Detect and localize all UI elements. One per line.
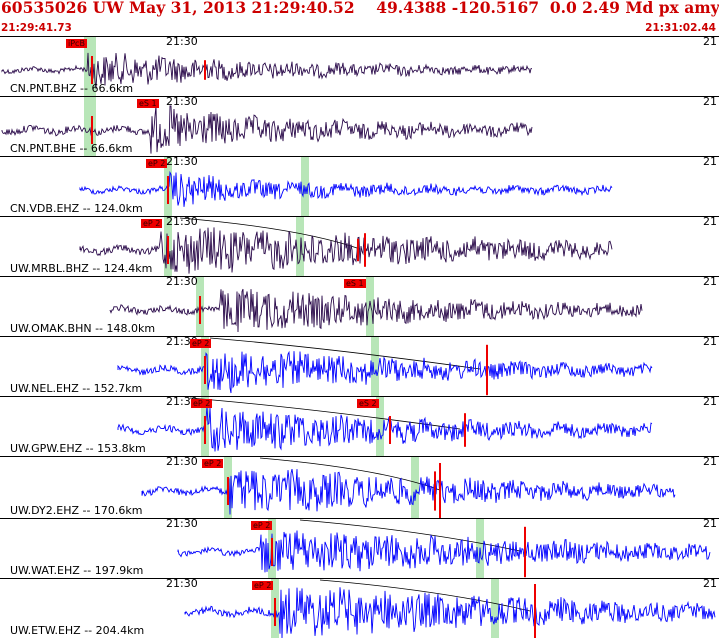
- phase-pick-label[interactable]: eS 1: [344, 279, 366, 288]
- phase-pick-label[interactable]: eS 2: [357, 399, 379, 408]
- trace-stack: 21:30 21 iPcB CN.PNT.BHZ -- 66.6km 21:30 21 eS…: [0, 35, 719, 638]
- end-time: 21:31:02.44: [645, 22, 716, 34]
- waveform-plot: [0, 578, 719, 638]
- event-title: 60535026 UW May 31, 2013 21:29:40.52 49.…: [1, 0, 719, 17]
- time-tick-label: 21:30: [166, 155, 198, 168]
- time-tick-label-right: 21: [703, 95, 717, 108]
- trace-panel[interactable]: 21:30 21 eP 2 UW.WAT.EHZ -- 197.9km: [0, 517, 719, 578]
- seismogram-trace: [141, 468, 676, 515]
- time-tick-label-right: 21: [703, 455, 717, 468]
- station-label: CN.PNT.BHE -- 66.6km: [10, 142, 133, 155]
- station-label: UW.MRBL.BHZ -- 124.4km: [10, 262, 153, 275]
- station-label: UW.DY2.EHZ -- 170.6km: [10, 504, 143, 517]
- time-tick-label-right: 21: [703, 275, 717, 288]
- seismogram-trace: [117, 350, 653, 394]
- phase-marker-band: [411, 456, 419, 518]
- trace-panel[interactable]: 21:30 21 iPcB CN.PNT.BHZ -- 66.6km: [0, 35, 719, 96]
- seismogram-trace: [117, 405, 653, 452]
- station-label: CN.PNT.BHZ -- 66.6km: [10, 82, 134, 95]
- phase-marker-band: [491, 578, 499, 638]
- seismogram-trace: [79, 170, 613, 207]
- trace-panel[interactable]: 21:30 21 eP 2 UW.NEL.EHZ -- 152.7km: [0, 335, 719, 396]
- waveform-plot: [0, 456, 719, 519]
- time-tick-label: 21:30: [166, 577, 198, 590]
- time-tick-label: 21:30: [166, 455, 198, 468]
- station-label: UW.OMAK.BHN -- 148.0km: [10, 322, 156, 335]
- waveform-plot: [0, 156, 719, 216]
- trace-panel[interactable]: 21:30 21 eS 1 CN.PNT.BHE -- 66.6km: [0, 95, 719, 156]
- event-header: 60535026 UW May 31, 2013 21:29:40.52 49.…: [0, 0, 719, 36]
- phase-pick-label[interactable]: eP 2: [190, 339, 212, 348]
- phase-marker-band: [84, 36, 92, 96]
- waveform-plot: [0, 36, 719, 96]
- time-tick-label: 21:30: [166, 517, 198, 530]
- travel-time-curve: [209, 337, 481, 370]
- trace-panel[interactable]: 21:30 21 eP 2 eS 2 UW.GPW.EHZ -- 153.8km: [0, 395, 719, 456]
- waveform-plot: [0, 276, 719, 336]
- time-tick-label-right: 21: [703, 335, 717, 348]
- station-label: UW.WAT.EHZ -- 197.9km: [10, 564, 144, 577]
- time-tick-label-right: 21: [703, 395, 717, 408]
- waveform-plot: [0, 96, 719, 156]
- waveform-plot: [0, 336, 719, 396]
- seismogram-trace: [1, 52, 533, 89]
- phase-pick-label[interactable]: eP 2: [202, 459, 224, 468]
- travel-time-curve: [319, 579, 531, 612]
- trace-panel[interactable]: 21:30 21 eP 2 UW.ETW.EHZ -- 204.4km: [0, 577, 719, 638]
- phase-pick-label[interactable]: eP 2: [146, 159, 168, 168]
- trace-panel[interactable]: 21:30 21 eS 1 UW.OMAK.BHN -- 148.0km: [0, 275, 719, 336]
- station-label: UW.NEL.EHZ -- 152.7km: [10, 382, 143, 395]
- time-tick-label-right: 21: [703, 577, 717, 590]
- time-tick-label: 21:30: [166, 275, 198, 288]
- time-tick-label: 21:30: [166, 95, 198, 108]
- time-tick-label: 21:30: [166, 35, 198, 48]
- time-tick-label: 21:30: [166, 335, 198, 348]
- time-tick-label-right: 21: [703, 517, 717, 530]
- seismogram-trace: [79, 227, 613, 274]
- phase-pick-label[interactable]: eS 1: [137, 99, 159, 108]
- station-label: UW.GPW.EHZ -- 153.8km: [10, 442, 146, 455]
- phase-pick-label[interactable]: eP 2: [252, 581, 274, 590]
- trace-panel[interactable]: 21:30 21 eP 2 UW.MRBL.BHZ -- 124.4km: [0, 215, 719, 276]
- station-label: UW.ETW.EHZ -- 204.4km: [10, 624, 145, 637]
- phase-marker-band: [84, 96, 92, 156]
- phase-pick-label[interactable]: iPcB: [66, 39, 87, 48]
- phase-marker-band: [296, 216, 304, 276]
- time-tick-label-right: 21: [703, 215, 717, 228]
- travel-time-curve: [299, 519, 521, 552]
- time-tick-label: 21:30: [166, 215, 198, 228]
- waveform-plot: [0, 216, 719, 276]
- start-time: 21:29:41.73: [1, 22, 72, 34]
- phase-marker-band: [301, 156, 309, 216]
- trace-panel[interactable]: 21:30 21 eP 2 UW.DY2.EHZ -- 170.6km: [0, 455, 719, 519]
- seismogram-trace: [184, 587, 716, 638]
- time-tick-label-right: 21: [703, 35, 717, 48]
- time-tick-label: 21:30: [166, 395, 198, 408]
- phase-pick-label[interactable]: eP 2: [141, 219, 163, 228]
- seismogram-trace: [1, 105, 533, 154]
- phase-pick-label[interactable]: eP 2: [191, 399, 213, 408]
- phase-pick-label[interactable]: eP 2: [251, 521, 273, 530]
- seismogram-trace: [177, 530, 711, 573]
- seismogram-trace: [109, 288, 643, 333]
- waveform-plot: [0, 396, 719, 456]
- trace-panel[interactable]: 21:30 21 eP 2 CN.VDB.EHZ -- 124.0km: [0, 155, 719, 216]
- phase-marker-band: [366, 276, 374, 336]
- time-tick-label-right: 21: [703, 155, 717, 168]
- waveform-plot: [0, 518, 719, 578]
- phase-marker-band: [371, 336, 379, 396]
- station-label: CN.VDB.EHZ -- 124.0km: [10, 202, 143, 215]
- phase-marker-band: [376, 396, 384, 456]
